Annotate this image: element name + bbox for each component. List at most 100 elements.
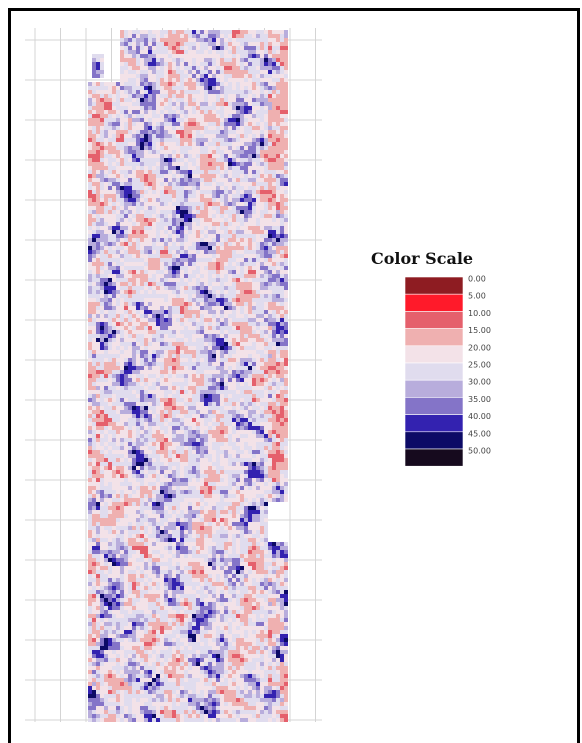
map-cell [252,130,256,134]
map-cell [96,122,100,126]
map-cell [140,418,144,422]
map-cell [248,178,252,182]
map-cell [148,86,152,90]
map-cell [156,78,160,82]
map-cell [256,406,260,410]
map-cell [224,226,228,230]
map-cell [272,326,276,330]
map-cell [244,210,248,214]
map-cell [192,362,196,366]
map-cell [188,350,192,354]
map-cell [188,386,192,390]
map-cell [192,358,196,362]
map-cell [140,242,144,246]
map-cell [104,330,108,334]
map-cell [276,318,280,322]
map-cell [188,258,192,262]
map-cell [148,194,152,198]
map-cell [132,346,136,350]
map-cell [144,362,148,366]
map-cell [244,258,248,262]
map-cell [144,94,148,98]
map-cell [264,258,268,262]
map-cell [160,322,164,326]
map-cell [132,122,136,126]
map-cell [248,418,252,422]
map-cell [260,374,264,378]
map-cell [144,78,148,82]
map-cell [280,238,284,242]
map-cell [144,290,148,294]
map-cell [96,158,100,162]
map-cell [152,426,156,430]
map-cell [96,154,100,158]
map-cell [196,150,200,154]
map-cell [256,226,260,230]
map-cell [148,310,152,314]
map-cell [96,414,100,418]
map-cell [276,154,280,158]
map-cell [264,222,268,226]
map-cell [240,142,244,146]
map-cell [124,354,128,358]
map-cell [192,74,196,78]
map-cell [228,250,232,254]
map-cell [144,178,148,182]
map-cell [100,294,104,298]
map-cell [248,310,252,314]
map-cell [176,234,180,238]
map-cell [164,182,168,186]
map-cell [104,306,108,310]
map-cell [276,66,280,70]
map-cell [244,194,248,198]
map-cell [220,334,224,338]
map-cell [128,266,132,270]
map-cell [144,262,148,266]
map-cell [92,102,96,106]
map-cell [196,66,200,70]
map-cell [232,310,236,314]
map-cell [236,314,240,318]
map-cell [152,194,156,198]
map-cell [180,186,184,190]
map-cell [228,74,232,78]
map-cell [284,114,288,118]
map-cell [284,294,288,298]
map-cell [168,174,172,178]
map-cell [144,258,148,262]
map-cell [144,194,148,198]
map-cell [208,38,212,42]
map-cell [120,426,124,430]
map-cell [196,178,200,182]
map-cell [128,42,132,46]
map-cell [216,142,220,146]
map-cell [280,234,284,238]
map-cell [224,206,228,210]
map-cell [180,386,184,390]
map-cell [192,230,196,234]
map-cell [260,122,264,126]
map-cell [104,310,108,314]
map-cell [200,258,204,262]
map-cell [284,174,288,178]
map-cell [156,362,160,366]
map-cell [116,342,120,346]
map-cell [268,274,272,278]
map-cell [184,246,188,250]
map-cell [248,430,252,434]
map-cell [196,370,200,374]
map-cell [160,102,164,106]
map-cell [276,34,280,38]
map-cell [200,386,204,390]
map-cell [104,142,108,146]
map-cell [188,310,192,314]
map-cell [260,266,264,270]
map-cell [232,34,236,38]
map-cell [152,202,156,206]
map-cell [120,374,124,378]
map-cell [176,358,180,362]
map-cell [240,214,244,218]
map-cell [284,58,288,62]
map-cell [248,78,252,82]
map-cell [284,46,288,50]
